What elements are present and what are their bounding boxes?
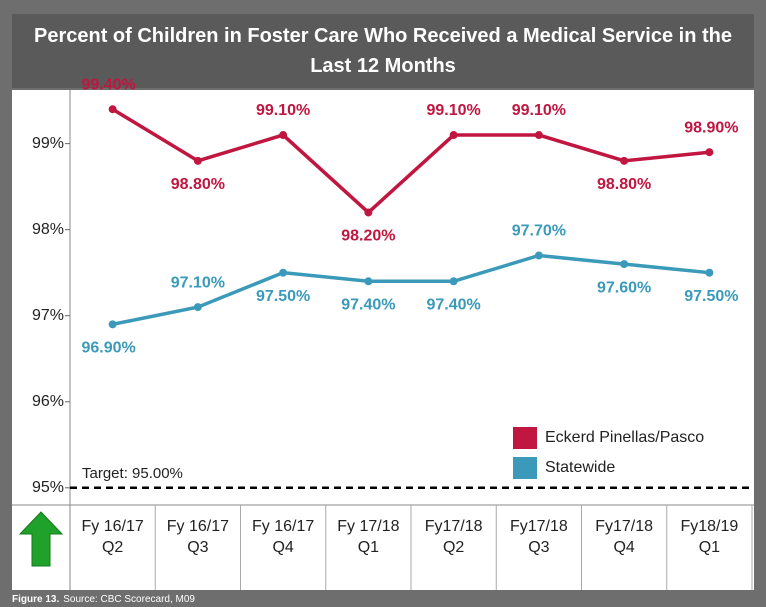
up-arrow (18, 511, 64, 567)
data-point (108, 105, 117, 114)
data-point (364, 277, 373, 286)
data-point (705, 268, 714, 277)
plot-background (12, 90, 754, 590)
data-label: 97.10% (171, 274, 225, 291)
source: Source: CBC Scorecard, M09 (63, 594, 195, 605)
data-point (193, 303, 202, 312)
data-label: 98.20% (341, 228, 395, 245)
legend-swatch (513, 427, 537, 449)
x-tick-label: Fy 16/17 Q4 (251, 518, 315, 556)
data-label: 97.50% (684, 288, 738, 305)
x-tick-label: Fy18/19 Q1 (680, 518, 739, 556)
data-label: 96.90% (81, 340, 135, 357)
x-tick-label: Fy17/18 Q4 (595, 518, 654, 556)
data-label: 97.40% (341, 297, 395, 314)
data-label: 97.40% (426, 297, 480, 314)
data-point (449, 131, 458, 140)
y-tick-label: 98% (32, 221, 64, 238)
data-label: 99.40% (81, 76, 135, 93)
y-tick-label: 95% (32, 479, 64, 496)
data-point (620, 156, 629, 165)
y-tick-label: 96% (32, 393, 64, 410)
x-tick-label: Fy17/18 Q3 (509, 518, 568, 556)
data-point (620, 260, 629, 269)
series-line (112, 253, 710, 327)
data-point (279, 268, 288, 277)
data-label: 99.10% (426, 102, 480, 119)
data-label: 99.10% (256, 102, 310, 119)
footer: Figure 13. Source: CBC Scorecard, M09 (12, 592, 195, 607)
series-line (111, 107, 710, 215)
y-tick-label: 97% (32, 307, 64, 324)
data-point (193, 156, 202, 165)
data-label: 97.70% (512, 223, 566, 240)
data-point (279, 131, 288, 140)
data-point (449, 277, 458, 286)
x-tick-label: Fy17/18 Q2 (424, 518, 483, 556)
data-label: 97.50% (256, 288, 310, 305)
legend-label: Eckerd Pinellas/Pasco (545, 429, 704, 446)
data-point (534, 251, 543, 260)
data-point (705, 148, 714, 157)
data-label: 97.60% (597, 279, 651, 296)
data-point (534, 131, 543, 140)
chart-title: Percent of Children in Foster Care Who R… (12, 14, 754, 88)
x-tick-label: Fy 16/17 Q3 (166, 518, 229, 556)
y-tick-label: 99% (32, 135, 64, 152)
data-point (364, 208, 373, 217)
legend-swatch (513, 457, 537, 479)
data-label: 99.10% (512, 102, 566, 119)
legend-label: Statewide (545, 459, 615, 476)
x-tick-label: Fy 17/18 Q1 (337, 518, 400, 556)
figure-label: Figure 13. (12, 594, 60, 605)
x-tick-label: Fy 16/17 Q2 (81, 518, 144, 556)
target-label: Target: 95.00% (82, 465, 183, 482)
data-label: 98.80% (597, 176, 651, 193)
data-label: 98.80% (171, 176, 225, 193)
data-point (108, 320, 117, 329)
data-label: 98.90% (684, 119, 738, 136)
